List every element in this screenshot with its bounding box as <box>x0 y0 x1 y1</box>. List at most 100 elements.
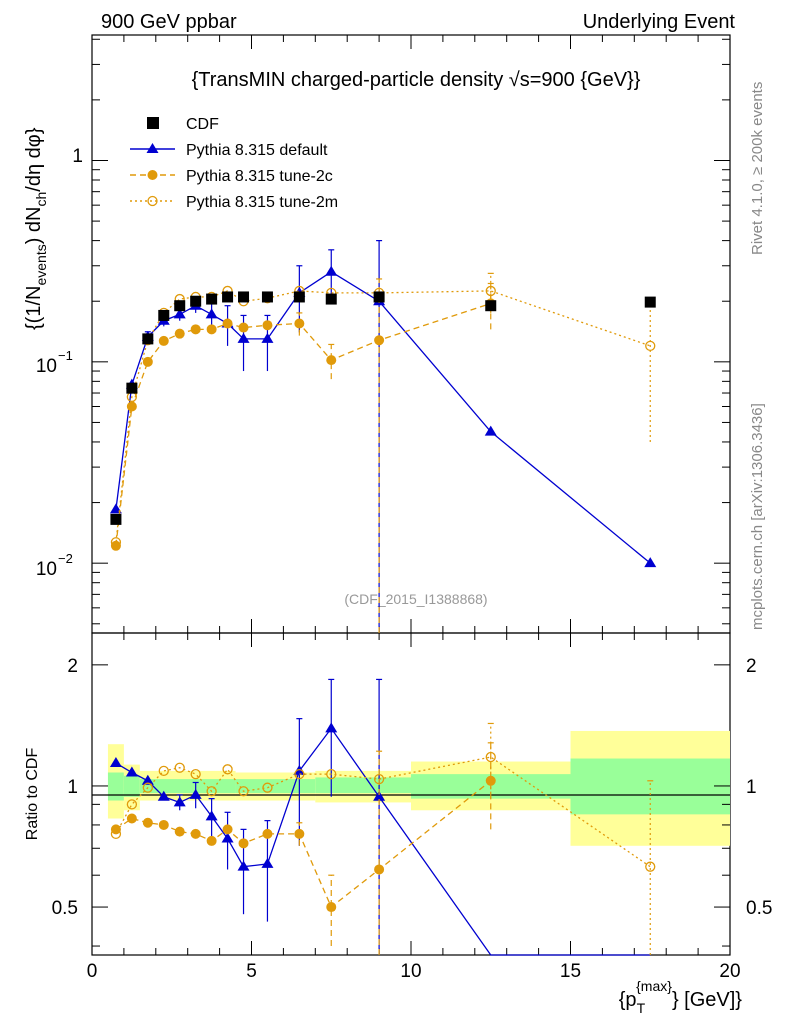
ratio-point-tune2c <box>326 902 337 913</box>
point-cdf <box>644 296 656 308</box>
ratio-point-default <box>261 857 274 868</box>
ytick-label-0-01: 10 <box>36 559 57 580</box>
point-tune2c <box>142 356 153 367</box>
ytick-exp-0-01: −2 <box>58 551 73 566</box>
ratio-point-tune2c <box>206 835 217 846</box>
point-cdf <box>325 293 337 305</box>
point-default <box>205 308 218 319</box>
legend: CDF Pythia 8.315 default Pythia 8.315 tu… <box>130 116 338 211</box>
ratio-point-tune2m <box>126 799 138 810</box>
point-tune2c <box>190 324 201 335</box>
header-left: 900 GeV ppbar <box>101 11 237 33</box>
ratio-point-tune2m <box>174 762 185 773</box>
ratio-point-tune2m <box>110 828 122 840</box>
point-cdf <box>485 300 497 312</box>
point-tune2c <box>262 320 273 331</box>
point-cdf <box>142 333 154 345</box>
ratio-tick-label-right: 1 <box>746 777 757 798</box>
ratio-point-tune2c <box>485 775 496 786</box>
analysis-watermark: (CDF_2015_I1388868) <box>344 591 487 607</box>
header-right: Underlying Event <box>583 11 736 33</box>
point-tune2c <box>326 355 337 366</box>
ratio-point-tune2c <box>142 817 153 828</box>
rivet-label: Rivet 4.1.0, ≥ 200k events <box>749 82 766 255</box>
xtick-label: 10 <box>400 961 421 982</box>
legend-marker-tune2m <box>147 195 158 207</box>
ratio-point-tune2m <box>485 751 496 763</box>
ratio-point-default <box>173 796 186 807</box>
point-cdf <box>174 300 186 312</box>
ratio-tick-label-left: 2 <box>67 656 78 677</box>
point-default <box>173 308 186 319</box>
point-cdf <box>238 291 250 303</box>
legend-label-tune2c: Pythia 8.315 tune-2c <box>186 168 333 185</box>
point-tune2m <box>110 537 122 548</box>
ratio-point-default <box>141 774 154 785</box>
ratio-point-default <box>125 766 138 777</box>
band-inner-6 <box>570 758 730 815</box>
point-default <box>261 332 274 343</box>
ratio-point-tune2c <box>222 824 233 835</box>
ratio-point-default <box>325 722 338 733</box>
y-axis-label: {(1/Nevents) dNch/dη dφ} <box>23 127 49 330</box>
point-tune2c <box>294 318 305 329</box>
ratio-point-tune2c <box>126 813 137 824</box>
ratio-point-tune2m <box>262 782 273 793</box>
data-marks <box>109 240 657 956</box>
ytick-label-1: 1 <box>72 146 83 167</box>
point-default <box>644 557 657 568</box>
point-cdf <box>222 291 234 303</box>
ytick-label-0-1: 10 <box>36 356 57 377</box>
point-tune2m <box>645 340 656 352</box>
point-cdf <box>158 309 170 321</box>
point-tune2m <box>485 285 496 297</box>
legend-label-default: Pythia 8.315 default <box>186 142 328 159</box>
ratio-point-default <box>205 810 218 821</box>
xtick-label: 5 <box>246 961 257 982</box>
band-inner-1 <box>123 775 140 797</box>
xtick-label: 20 <box>719 961 740 982</box>
ratio-point-tune2m <box>206 786 217 797</box>
axis-ticks: 0 5 10 15 20 0.5 0.5 1 1 2 2 <box>52 35 772 982</box>
ratio-point-tune2c <box>294 828 305 839</box>
ratio-point-default <box>109 757 122 768</box>
point-tune2c <box>126 401 137 412</box>
ratio-point-default <box>373 790 386 801</box>
legend-label-cdf: CDF <box>186 116 219 133</box>
ratio-tick-label-right: 0.5 <box>746 898 772 919</box>
point-tune2c <box>174 328 185 339</box>
point-cdf <box>190 295 202 307</box>
legend-marker-default <box>146 143 159 153</box>
point-cdf <box>293 291 305 303</box>
ratio-point-tune2c <box>174 826 185 837</box>
mcplots-label: mcplots.cern.ch [arXiv:1306.3436] <box>749 403 766 630</box>
point-tune2c <box>222 318 233 329</box>
legend-label-tune2m: Pythia 8.315 tune-2m <box>186 194 338 211</box>
point-default <box>237 332 250 343</box>
ratio-bands <box>107 730 730 846</box>
point-cdf <box>373 291 385 303</box>
ratio-point-tune2m <box>158 765 169 777</box>
ratio-point-tune2c <box>374 864 385 875</box>
band-inner-4 <box>315 777 411 794</box>
point-cdf <box>206 293 218 305</box>
ratio-point-tune2m <box>326 768 337 780</box>
x-axis-label: {pT{max}} [GeV]} <box>619 978 743 1016</box>
ratio-tick-label-left: 0.5 <box>52 898 78 919</box>
xtick-label: 0 <box>87 961 98 982</box>
ratio-point-tune2m <box>238 786 249 797</box>
ratio-point-tune2m <box>373 773 385 785</box>
point-tune2c <box>158 335 169 346</box>
ratio-point-tune2c <box>190 828 201 839</box>
point-tune2c <box>110 540 121 551</box>
series-line-tune2c <box>115 302 491 546</box>
ratio-point-default <box>189 788 202 799</box>
legend-marker-tune2c <box>147 170 158 180</box>
ratio-axis-label: Ratio to CDF <box>24 748 41 841</box>
ratio-point-default <box>157 790 170 801</box>
ratio-point-tune2m <box>645 861 656 872</box>
band-inner-0 <box>107 772 124 801</box>
ytick-exp-0-1: −1 <box>58 348 73 363</box>
ratio-point-tune2m <box>222 764 233 775</box>
